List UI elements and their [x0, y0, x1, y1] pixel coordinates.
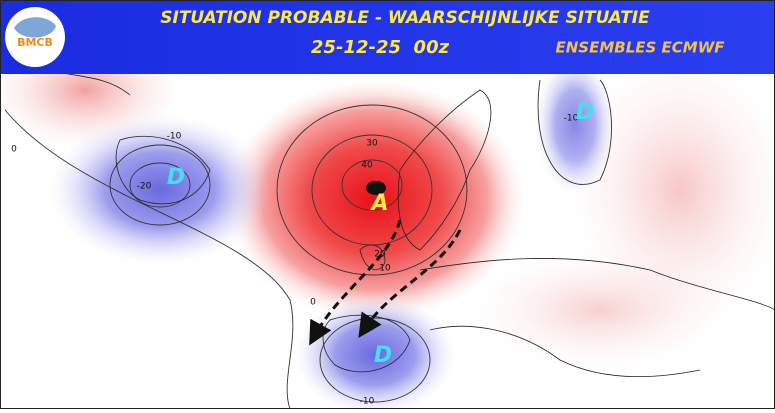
logo-map — [14, 17, 56, 38]
low-label: D — [576, 100, 594, 125]
low-label: D — [374, 343, 392, 368]
contour-labels: 30 40 20 10 0 -10 -20 0 -10 -10 — [11, 114, 578, 407]
logo-text: BMCB — [17, 36, 53, 49]
movement-arrows — [309, 219, 462, 346]
contour-label: -10 — [167, 132, 182, 142]
isobars — [4, 79, 612, 410]
header-title: SITUATION PROBABLE - WAARSCHIJNLIJKE SIT… — [160, 8, 650, 28]
contour-label: -10 — [360, 397, 375, 407]
contour-label: 0 — [310, 298, 316, 308]
contour-label: 30 — [366, 139, 378, 149]
coastlines — [19, 59, 775, 377]
contour-label: -10 — [564, 114, 579, 124]
contour-label: 0 — [11, 145, 17, 155]
header-date: 25-12-25 00z — [311, 37, 450, 58]
header-source: ENSEMBLES ECMWF — [555, 39, 725, 57]
contour-label: -20 — [137, 182, 152, 192]
contour-label: 40 — [361, 161, 373, 171]
low-label: D — [167, 165, 185, 190]
high-label: A — [369, 191, 388, 216]
pressure-centers: A D D D — [167, 100, 594, 368]
header-bar — [0, 0, 775, 74]
high-core — [366, 181, 386, 195]
contour-label: 20 — [374, 250, 386, 260]
anomaly-field — [0, 30, 775, 413]
header: BMCB SITUATION PROBABLE - WAARSCHIJNLIJK… — [0, 0, 775, 74]
contour-label: 10 — [379, 264, 391, 274]
